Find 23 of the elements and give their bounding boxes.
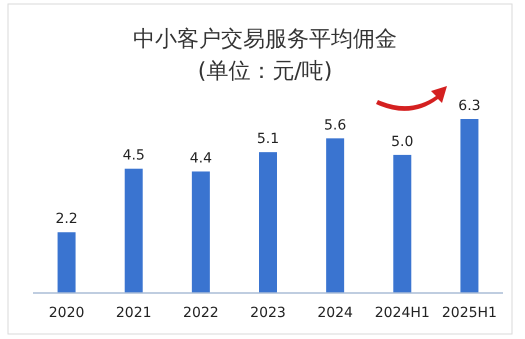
data-label: 5.6 xyxy=(324,117,346,134)
bar xyxy=(326,138,344,293)
data-label: 5.0 xyxy=(391,134,414,150)
data-label: 5.1 xyxy=(256,131,280,148)
chart-title: 中小客户交易服务平均佣金 xyxy=(133,27,397,52)
x-tick-label: 2021 xyxy=(116,305,152,321)
bar xyxy=(192,171,210,293)
bar xyxy=(460,119,478,293)
x-tick-label: 2022 xyxy=(183,305,219,321)
x-tick-label: 2024 xyxy=(317,305,354,321)
chart-subtitle: (单位：元/吨) xyxy=(198,59,332,84)
data-label: 4.4 xyxy=(190,150,212,166)
data-label: 6.3 xyxy=(458,98,481,114)
bar xyxy=(393,154,412,293)
bar xyxy=(58,232,76,293)
data-label: 2.2 xyxy=(55,211,78,228)
x-tick-label: 2023 xyxy=(250,305,286,321)
data-label: 4.5 xyxy=(122,148,145,164)
x-tick-label: 2024H1 xyxy=(374,305,430,321)
x-tick-label: 2025H1 xyxy=(442,305,497,321)
bar xyxy=(259,152,277,293)
x-tick-label: 2020 xyxy=(48,305,84,321)
bar xyxy=(124,168,143,293)
